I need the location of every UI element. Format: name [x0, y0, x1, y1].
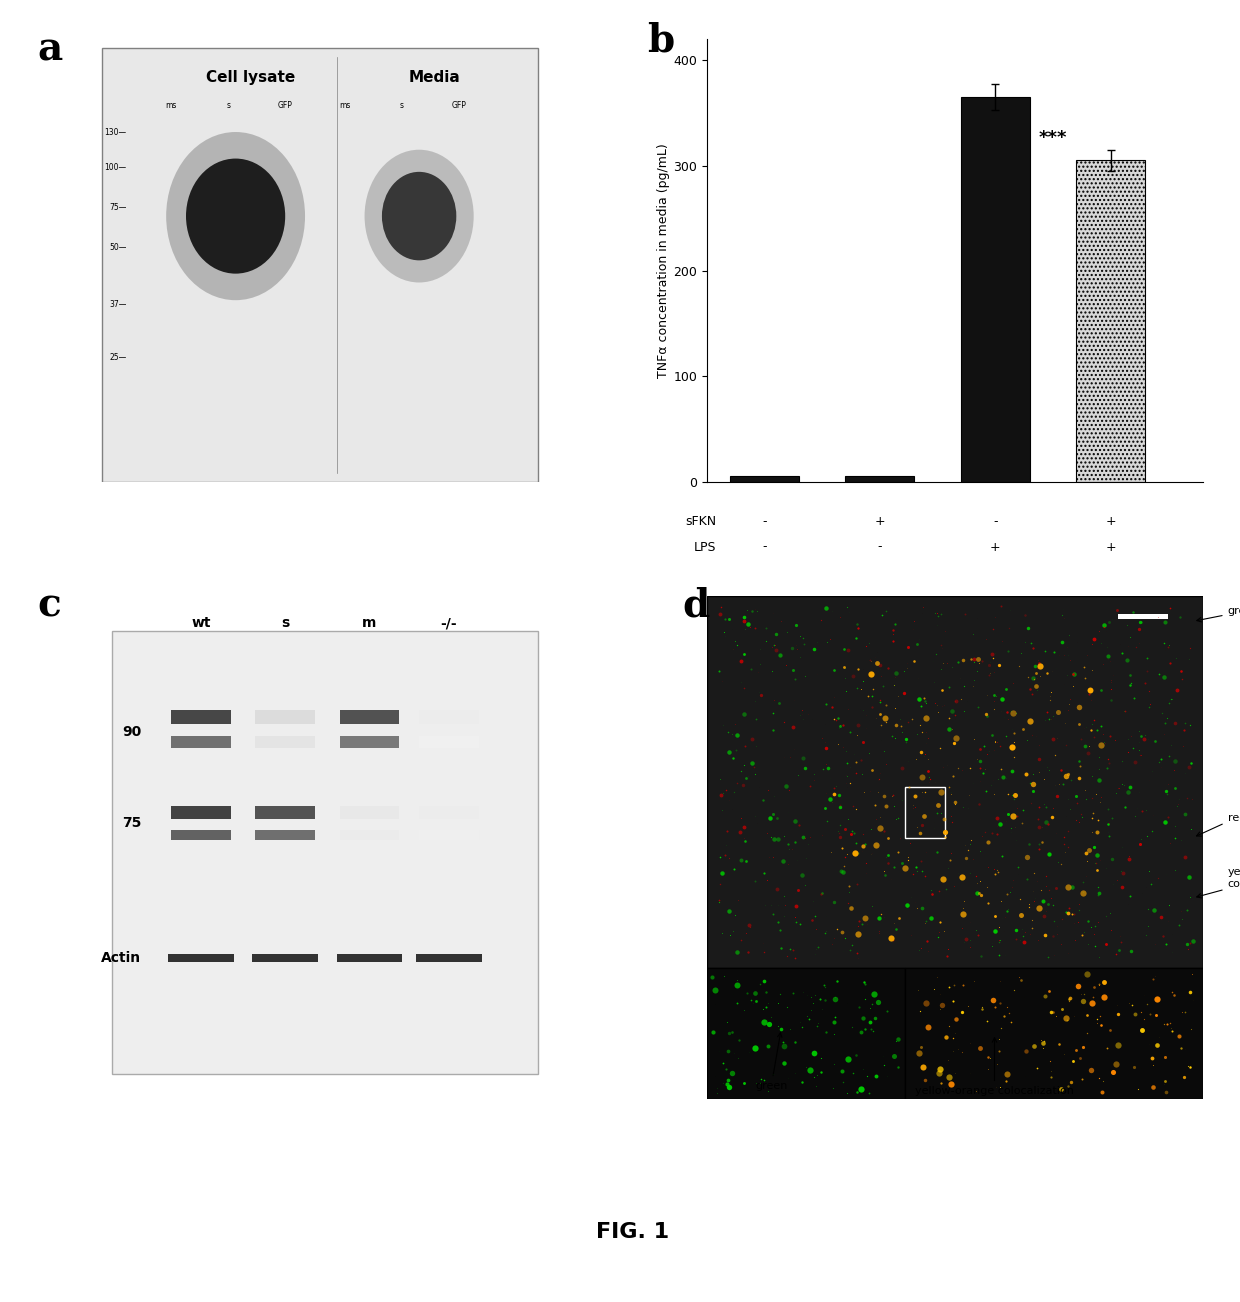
- Bar: [171, 806, 231, 819]
- Text: 90: 90: [122, 725, 141, 740]
- Text: -: -: [993, 516, 997, 529]
- Text: -: -: [763, 540, 766, 553]
- Text: 75—: 75—: [109, 203, 126, 212]
- Text: Actin: Actin: [102, 952, 141, 965]
- Text: wt: wt: [191, 616, 211, 630]
- Text: a: a: [37, 30, 62, 68]
- Text: +: +: [990, 540, 1001, 553]
- Text: FIG. 1: FIG. 1: [596, 1221, 668, 1242]
- Bar: [255, 737, 315, 747]
- Text: s: s: [399, 102, 404, 111]
- Y-axis label: TNFα concentration in media (pg/mL): TNFα concentration in media (pg/mL): [657, 143, 671, 378]
- Bar: [171, 737, 231, 747]
- Ellipse shape: [166, 132, 305, 301]
- Text: b: b: [647, 21, 675, 60]
- Bar: [961, 98, 1029, 482]
- Ellipse shape: [382, 172, 456, 260]
- Text: green: green: [755, 1032, 787, 1091]
- Bar: [337, 954, 402, 962]
- Text: -: -: [763, 516, 766, 529]
- Bar: [1118, 613, 1168, 618]
- Bar: [112, 631, 538, 1074]
- Bar: [419, 737, 479, 747]
- Bar: [730, 477, 799, 482]
- Text: Cell lysate: Cell lysate: [206, 70, 295, 85]
- Text: LPS: LPS: [693, 540, 715, 553]
- Text: +: +: [874, 516, 885, 529]
- Text: 25—: 25—: [109, 353, 126, 362]
- Text: 50—: 50—: [109, 242, 126, 251]
- Bar: [340, 806, 399, 819]
- Text: -: -: [878, 540, 882, 553]
- Bar: [707, 969, 905, 1099]
- Text: ms: ms: [165, 102, 177, 111]
- Bar: [707, 596, 1203, 969]
- Bar: [255, 710, 315, 724]
- Text: sFKN: sFKN: [684, 516, 715, 529]
- Bar: [340, 710, 399, 724]
- Text: GFP: GFP: [278, 102, 293, 111]
- Bar: [255, 829, 315, 840]
- Text: +: +: [1105, 516, 1116, 529]
- Bar: [905, 969, 1203, 1099]
- Text: d: d: [682, 586, 709, 624]
- Text: red: red: [1197, 812, 1240, 836]
- Bar: [419, 710, 479, 724]
- Text: -/-: -/-: [440, 616, 458, 630]
- Bar: [171, 829, 231, 840]
- Text: s: s: [281, 616, 289, 630]
- Bar: [417, 954, 481, 962]
- Text: 75: 75: [122, 815, 141, 829]
- Text: GFP: GFP: [451, 102, 466, 111]
- Text: s: s: [226, 102, 231, 111]
- Bar: [255, 806, 315, 819]
- Bar: [846, 477, 914, 482]
- Bar: [419, 806, 479, 819]
- Bar: [905, 788, 945, 837]
- Ellipse shape: [186, 159, 285, 273]
- Text: yellow-orange
colocalization: yellow-orange colocalization: [1197, 867, 1240, 898]
- Bar: [169, 954, 233, 962]
- Text: c: c: [37, 586, 61, 624]
- Ellipse shape: [365, 150, 474, 283]
- Bar: [253, 954, 317, 962]
- Text: 130—: 130—: [104, 128, 126, 137]
- Text: green: green: [1197, 607, 1240, 622]
- Bar: [102, 48, 538, 482]
- Bar: [171, 710, 231, 724]
- Text: 100—: 100—: [104, 163, 126, 172]
- Text: ms: ms: [339, 102, 351, 111]
- Text: 37—: 37—: [109, 301, 126, 309]
- Text: ***: ***: [1039, 129, 1068, 147]
- Bar: [1076, 160, 1145, 482]
- Text: yellow-orange colocalization: yellow-orange colocalization: [915, 1038, 1074, 1096]
- Text: +: +: [1105, 540, 1116, 553]
- Text: Media: Media: [408, 70, 460, 85]
- Bar: [340, 737, 399, 747]
- Text: m: m: [362, 616, 377, 630]
- Bar: [419, 829, 479, 840]
- Bar: [340, 829, 399, 840]
